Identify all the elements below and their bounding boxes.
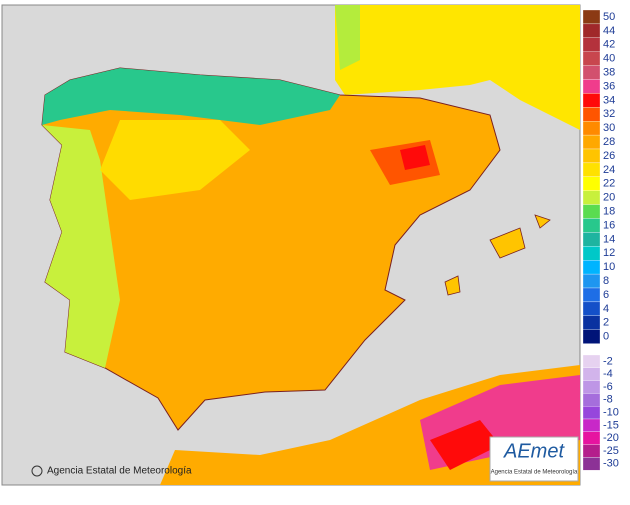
legend-label: -10 [603, 407, 619, 419]
legend-swatch [582, 218, 601, 233]
legend-label: 8 [603, 275, 609, 287]
legend-swatch [582, 37, 601, 52]
legend-swatch [582, 79, 601, 94]
legend-label: 30 [603, 122, 615, 134]
legend-label: 38 [603, 66, 615, 78]
legend-swatch [582, 329, 601, 344]
legend-swatch [582, 190, 601, 205]
legend-swatch [582, 232, 601, 247]
legend-swatch [582, 444, 601, 458]
legend-label: -4 [603, 368, 613, 380]
logo-box [489, 436, 579, 482]
legend-label: 36 [603, 80, 615, 92]
legend-label: 18 [603, 205, 615, 217]
legend-label: 44 [603, 25, 615, 37]
legend-swatch [582, 51, 601, 66]
legend-swatch [582, 315, 601, 330]
legend-label: -6 [603, 381, 613, 393]
legend-swatch [582, 93, 601, 108]
logo: AEmet Agencia Estatal de Meteorología [489, 436, 579, 482]
legend-label: 50 [603, 11, 615, 23]
islands [444, 214, 551, 296]
legend-label: -25 [603, 445, 619, 457]
legend-label: 32 [603, 108, 615, 120]
legend-label: 42 [603, 39, 615, 51]
legend-label: 12 [603, 247, 615, 259]
legend-swatch [582, 246, 601, 261]
credit-box: Agencia Estatal de Meteorología [31, 465, 192, 477]
copyright-icon [31, 465, 43, 477]
portugal-coast [42, 125, 120, 368]
legend-swatch [582, 380, 601, 394]
legend-label: -2 [603, 355, 613, 367]
legend-swatch [582, 406, 601, 420]
legend-swatch [582, 148, 601, 164]
legend: 5044424038363432302826242220181614121086… [582, 9, 619, 471]
north-coast [42, 68, 340, 125]
legend-label: -20 [603, 432, 619, 444]
legend-swatch [582, 354, 601, 368]
legend-swatch [582, 273, 601, 289]
legend-swatch [582, 107, 601, 122]
legend-label: 0 [603, 331, 609, 343]
legend-label: 22 [603, 178, 615, 190]
map [1, 4, 581, 486]
logo-subtitle: Agencia Estatal de Meteorología [491, 470, 578, 476]
legend-label: 26 [603, 150, 615, 162]
legend-label: 10 [603, 261, 615, 273]
legend-label: -8 [603, 394, 613, 406]
legend-label: 16 [603, 219, 615, 231]
legend-swatch [582, 431, 601, 445]
legend-label: 34 [603, 94, 615, 106]
legend-label: 24 [603, 164, 615, 176]
plateau [100, 120, 250, 200]
legend-swatch [582, 9, 601, 25]
legend-swatch [582, 162, 601, 177]
credit: Agencia Estatal de Meteorología [47, 466, 192, 477]
legend-label: -15 [603, 419, 619, 431]
logo-name: AEmet [503, 440, 565, 462]
legend-swatch [582, 301, 601, 316]
legend-label: 28 [603, 136, 615, 148]
legend-swatch [582, 23, 601, 38]
legend-swatch [582, 457, 601, 471]
legend-label: 6 [603, 289, 609, 301]
atlas-red [430, 420, 500, 470]
france [335, 5, 580, 130]
legend-label: 20 [603, 192, 615, 204]
legend-swatch [582, 393, 601, 407]
legend-label: 4 [603, 303, 609, 315]
legend-label: 2 [603, 317, 609, 329]
legend-swatch [582, 65, 601, 80]
legend-swatch [582, 204, 601, 219]
legend-swatch [582, 260, 601, 275]
legend-swatch [582, 121, 601, 136]
france-coast [335, 5, 360, 70]
legend-label: -30 [603, 458, 619, 470]
hot-spot [400, 145, 430, 170]
legend-swatch [582, 176, 601, 191]
legend-swatch [582, 134, 601, 150]
legend-swatch [582, 418, 601, 432]
legend-swatch [582, 287, 601, 303]
legend-label: 40 [603, 53, 615, 65]
legend-label: 14 [603, 233, 615, 245]
legend-swatch [582, 367, 601, 381]
